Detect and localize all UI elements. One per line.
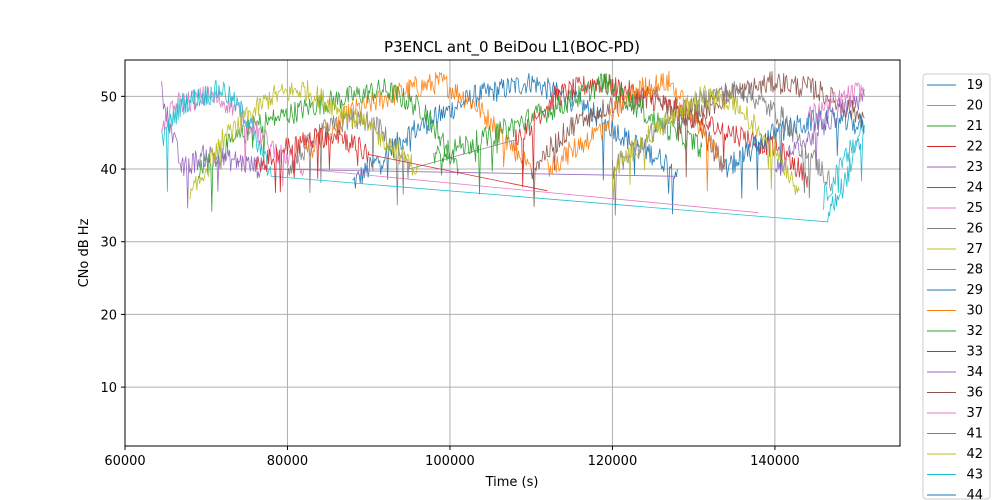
- legend-label-37: 37: [966, 406, 983, 421]
- series-line-37: [807, 82, 865, 122]
- legend-label-30: 30: [966, 304, 983, 319]
- x-tick-label: 120000: [588, 454, 638, 469]
- legend-label-19: 19: [966, 78, 983, 93]
- y-axis-label: CNo dB Hz: [77, 218, 92, 287]
- y-tick-label: 40: [100, 163, 117, 178]
- legend-label-21: 21: [966, 119, 983, 134]
- series-line-32: [433, 73, 703, 195]
- x-tick-label: 80000: [267, 454, 308, 469]
- series-lines: [161, 70, 865, 223]
- x-tick-label: 100000: [425, 454, 475, 469]
- legend-label-32: 32: [966, 324, 983, 339]
- legend-label-24: 24: [966, 181, 983, 196]
- legend-label-22: 22: [966, 140, 983, 155]
- legend: 19 20 21 22 23 24 25 26 27 28 29 30 32 33 34 36 37 41 42 43…: [922, 73, 991, 500]
- y-tick-label: 50: [100, 90, 117, 105]
- legend-label-23: 23: [966, 160, 983, 175]
- legend-label-25: 25: [966, 201, 983, 216]
- legend-label-28: 28: [966, 263, 983, 278]
- legend-label-44: 44: [966, 488, 983, 500]
- y-tick-label: 30: [100, 236, 117, 251]
- legend-label-29: 29: [966, 283, 983, 298]
- y-tick-label: 10: [100, 381, 117, 396]
- legend-label-43: 43: [966, 468, 983, 483]
- legend-label-34: 34: [966, 365, 983, 380]
- x-axis-label: Time (s): [485, 475, 539, 490]
- legend-label-33: 33: [966, 345, 983, 360]
- legend-label-36: 36: [966, 386, 983, 401]
- chart-title: P3ENCL ant_0 BeiDou L1(BOC-PD): [384, 38, 640, 57]
- axes-frame: [124, 59, 901, 447]
- legend-label-20: 20: [966, 99, 983, 114]
- series-line-27: [189, 79, 418, 200]
- legend-label-27: 27: [966, 242, 983, 257]
- legend-label-41: 41: [966, 427, 983, 442]
- x-tick-label: 60000: [104, 454, 145, 469]
- series-line-42: [612, 84, 800, 201]
- series-line-22: [514, 73, 808, 188]
- ticks: 60000 80000 100000 120000 140000 10 20 30 40 50: [100, 90, 799, 469]
- legend-label-26: 26: [966, 222, 983, 237]
- series-line-23: [161, 81, 678, 209]
- series-line-43: [823, 125, 865, 210]
- series-line-28: [161, 79, 865, 223]
- y-tick-label: 20: [100, 308, 117, 323]
- x-tick-label: 140000: [750, 454, 800, 469]
- series-line-19: [352, 72, 678, 215]
- series-line-20: [303, 71, 532, 171]
- series-line-33: [254, 127, 548, 193]
- series-line-21: [197, 78, 459, 212]
- legend-label-42: 42: [966, 447, 983, 462]
